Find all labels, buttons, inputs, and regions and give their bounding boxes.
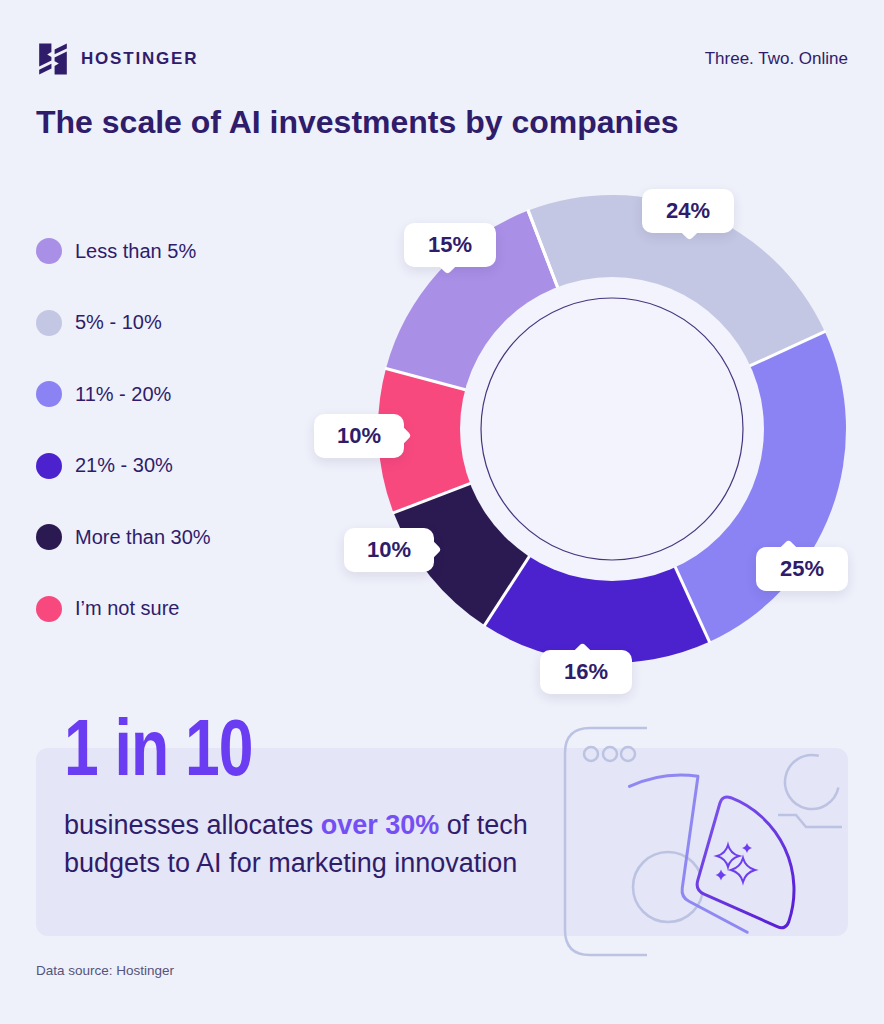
callout-value: 15% — [428, 232, 472, 258]
value-callout: 10% — [344, 528, 434, 572]
callout-value: 10% — [337, 423, 381, 449]
legend-label: I’m not sure — [75, 597, 179, 620]
brand-name: HOSTINGER — [81, 49, 198, 69]
data-source: Data source: Hostinger — [36, 963, 174, 978]
stat-text-highlight: over 30% — [321, 810, 440, 840]
legend-item: 11% - 20% — [36, 381, 211, 407]
callout-value: 16% — [564, 659, 608, 685]
legend-item: 21% - 30% — [36, 453, 211, 479]
legend-swatch — [36, 453, 62, 479]
illustration — [550, 715, 870, 965]
legend-swatch — [36, 596, 62, 622]
legend-label: 11% - 20% — [75, 383, 171, 406]
brand-tagline: Three. Two. Online — [705, 49, 848, 69]
legend-swatch — [36, 381, 62, 407]
value-callout: 15% — [404, 223, 496, 267]
legend-swatch — [36, 524, 62, 550]
legend-label: Less than 5% — [75, 240, 196, 263]
stat-text: businesses allocates over 30% of tech bu… — [64, 806, 556, 882]
value-callout: 10% — [314, 414, 404, 458]
legend-swatch — [36, 310, 62, 336]
decor-broken-circle-icon — [778, 750, 844, 827]
legend-item: Less than 5% — [36, 238, 211, 264]
callout-value: 24% — [666, 198, 710, 224]
legend-label: 21% - 30% — [75, 454, 173, 477]
browser-window-icon — [565, 728, 647, 955]
callout-value: 25% — [780, 556, 824, 582]
value-callout: 24% — [642, 189, 734, 233]
stat-headline: 1 in 10 — [64, 708, 253, 788]
legend-item: 5% - 10% — [36, 310, 211, 336]
legend-label: 5% - 10% — [75, 311, 162, 334]
value-callout: 16% — [540, 650, 632, 694]
brand-logo: HOSTINGER — [36, 42, 198, 76]
hostinger-icon — [36, 42, 70, 76]
legend-swatch — [36, 238, 62, 264]
legend-item: I’m not sure — [36, 596, 211, 622]
legend-label: More than 30% — [75, 526, 211, 549]
decor-circle-icon — [633, 852, 703, 922]
legend: Less than 5% 5% - 10% 11% - 20% 21% - 30% Mo… — [36, 238, 211, 667]
value-callout: 25% — [756, 547, 848, 591]
infographic-page: HOSTINGER Three. Two. Online The scale o… — [0, 0, 884, 1024]
stat-text-before: businesses allocates — [64, 810, 321, 840]
legend-item: More than 30% — [36, 524, 211, 550]
donut-hole — [460, 277, 764, 581]
callout-value: 10% — [367, 537, 411, 563]
page-title: The scale of AI investments by companies — [36, 104, 679, 141]
